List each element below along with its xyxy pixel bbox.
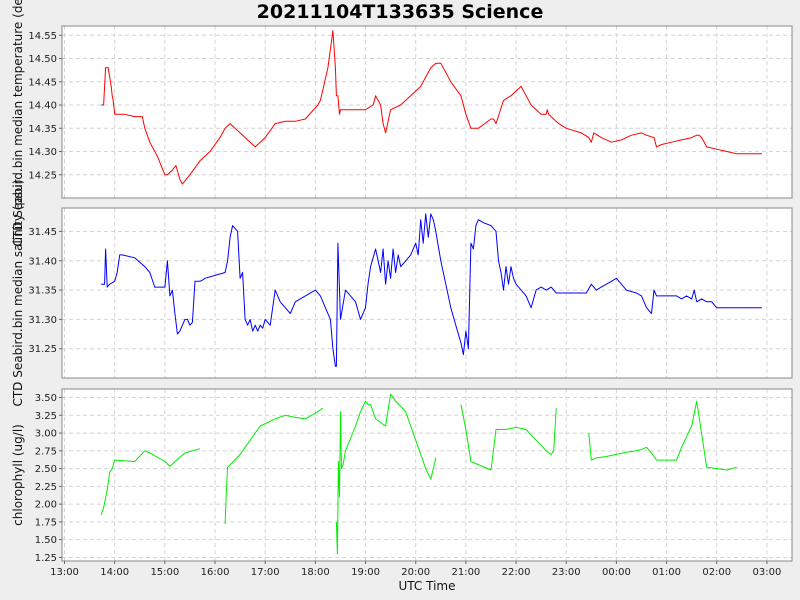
x-tick-label: 20:00 xyxy=(401,567,430,578)
y-tick-label: 14.35 xyxy=(28,124,57,135)
series-line xyxy=(101,30,762,185)
plot-area xyxy=(61,207,793,379)
series-line xyxy=(335,393,437,555)
x-tick-label: 15:00 xyxy=(150,567,179,578)
y-tick-label: 3.25 xyxy=(35,411,57,422)
y-tick-label: 14.25 xyxy=(28,170,57,181)
y-axis-label: CTD Seabird.bin median temperature (degC… xyxy=(11,0,25,247)
x-tick-label: 14:00 xyxy=(100,567,129,578)
x-tick-label: 21:00 xyxy=(451,567,480,578)
y-tick-label: 1.50 xyxy=(35,535,57,546)
x-tick-label: 17:00 xyxy=(251,567,280,578)
x-tick-label: 02:00 xyxy=(702,567,731,578)
x-axis: 13:00 14:00 15:00 16:00 17:00 18:00 19:00 20:00… xyxy=(50,561,781,578)
x-tick-label: 23:00 xyxy=(552,567,581,578)
y-tick-label: 2.75 xyxy=(35,446,57,457)
y-tick-label: 31.40 xyxy=(28,256,57,267)
x-tick-label: 19:00 xyxy=(351,567,380,578)
series-line xyxy=(100,448,201,515)
series-line xyxy=(224,407,324,525)
x-tick-label: 16:00 xyxy=(201,567,230,578)
x-tick-label: 03:00 xyxy=(753,567,782,578)
y-tick-label: 14.55 xyxy=(28,31,57,42)
chart-title: 20211104T133635 Science xyxy=(257,1,544,23)
plot-area xyxy=(61,25,793,199)
y-tick-label: 2.00 xyxy=(35,500,57,511)
series-line xyxy=(460,404,557,471)
x-axis-label: UTC Time xyxy=(399,579,456,593)
y-axis-label: chlorophyll (ug/l) xyxy=(11,424,25,526)
y-axis-label: CTD Seabird.bin median salinity (psu) xyxy=(11,179,25,406)
y-tick-label: 31.45 xyxy=(28,227,57,238)
series-line xyxy=(588,400,737,471)
y-tick-label: 3.50 xyxy=(35,393,57,404)
x-tick-label: 01:00 xyxy=(652,567,681,578)
x-tick-label: 00:00 xyxy=(602,567,631,578)
y-tick-label: 2.25 xyxy=(35,482,57,493)
y-tick-label: 14.40 xyxy=(28,101,57,112)
y-tick-label: 1.25 xyxy=(35,553,57,564)
y-tick-label: 14.50 xyxy=(28,54,57,65)
plot-area xyxy=(61,388,793,562)
plot-border xyxy=(61,25,793,199)
x-tick-label: 13:00 xyxy=(50,567,79,578)
y-tick-label: 31.30 xyxy=(28,315,57,326)
y-tick-label: 31.25 xyxy=(28,344,57,355)
y-tick-label: 3.00 xyxy=(35,429,57,440)
plot-border xyxy=(61,207,793,379)
series-line xyxy=(101,213,762,367)
y-tick-label: 14.30 xyxy=(28,147,57,158)
y-tick-label: 31.35 xyxy=(28,286,57,297)
y-tick-label: 1.75 xyxy=(35,517,57,528)
x-tick-label: 18:00 xyxy=(301,567,330,578)
x-tick-label: 22:00 xyxy=(502,567,531,578)
y-tick-label: 14.45 xyxy=(28,77,57,88)
plot-border xyxy=(61,388,793,562)
y-tick-label: 2.50 xyxy=(35,464,57,475)
chart-panel-3: 1.25 1.50 1.75 2.00 2.25 2.50 2.75 3.00 3.25 3.50… xyxy=(11,388,793,564)
